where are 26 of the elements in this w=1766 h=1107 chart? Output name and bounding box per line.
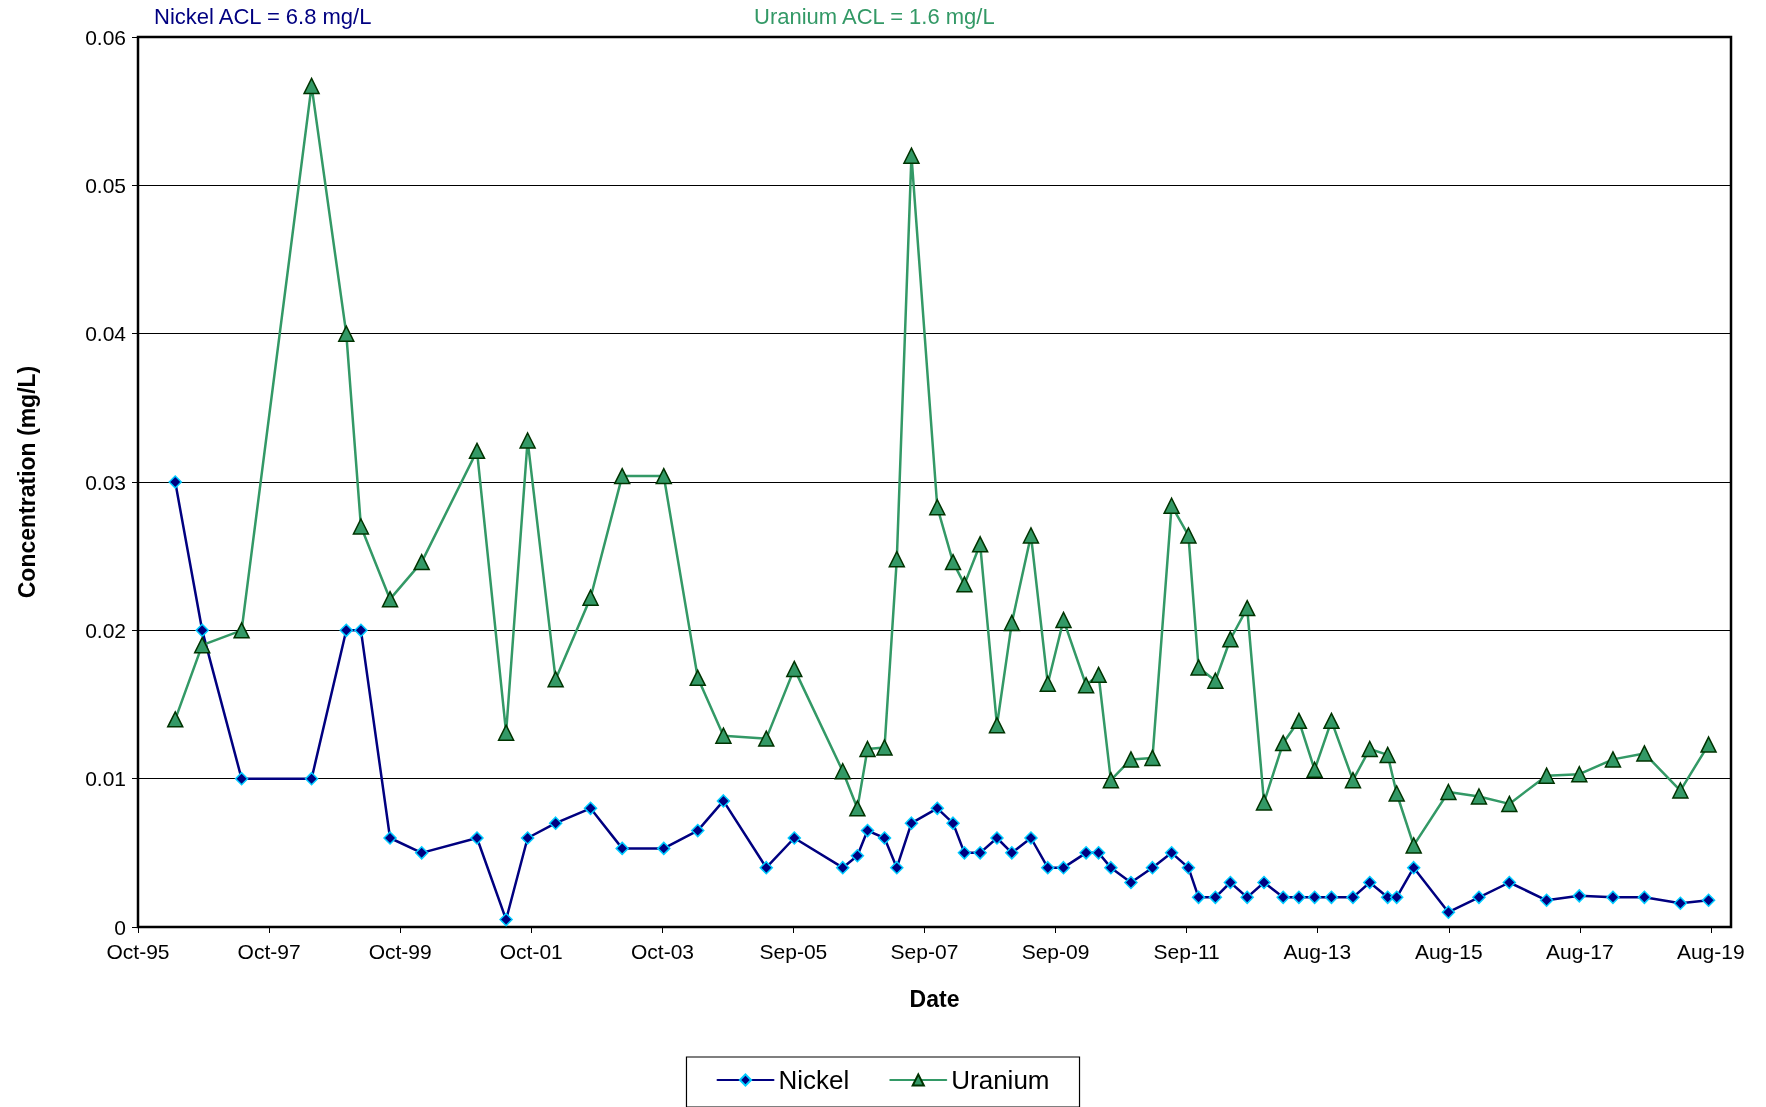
y-tick-label: 0.02 xyxy=(85,618,126,642)
x-tick-label: Oct-99 xyxy=(368,940,432,963)
x-tick-label: Sep-11 xyxy=(1153,940,1220,963)
x-tick-label: Sep-05 xyxy=(759,940,828,963)
legend-label: Nickel xyxy=(778,1065,850,1095)
y-tick-label: 0.05 xyxy=(85,173,126,197)
x-tick-label: Sep-07 xyxy=(890,940,959,963)
x-axis-title: Date xyxy=(909,985,960,1012)
y-tick-label: 0.01 xyxy=(85,767,126,791)
x-tick-label: Oct-03 xyxy=(630,940,695,963)
x-tick-label: Aug-13 xyxy=(1283,940,1352,963)
text: Uranium ACL = 1.6 mg/L xyxy=(754,3,995,29)
x-tick-label: Sep-09 xyxy=(1021,940,1090,963)
x-tick-label: Oct-97 xyxy=(237,940,301,963)
y-axis-title: Concentration (mg/L) xyxy=(13,365,40,599)
y-tick-label: 0 xyxy=(114,915,126,939)
x-tick-label: Aug-15 xyxy=(1414,940,1483,963)
y-tick-label: 0.06 xyxy=(85,25,126,49)
text: Nickel ACL = 6.8 mg/L xyxy=(154,3,372,29)
x-tick-label: Aug-17 xyxy=(1545,940,1614,963)
y-tick-label: 0.04 xyxy=(85,322,127,346)
y-tick-label: 0.03 xyxy=(85,470,126,494)
x-tick-label: Oct-95 xyxy=(106,940,170,963)
legend-label: Uranium xyxy=(951,1065,1050,1095)
x-tick-label: Aug-19 xyxy=(1676,940,1745,963)
x-tick-label: Oct-01 xyxy=(499,940,563,963)
